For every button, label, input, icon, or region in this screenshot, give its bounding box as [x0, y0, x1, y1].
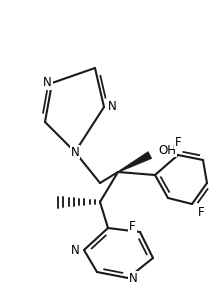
Text: N: N	[129, 271, 137, 285]
Text: N: N	[108, 100, 117, 113]
Text: N: N	[71, 244, 80, 257]
Text: OH: OH	[158, 143, 176, 157]
Text: F: F	[198, 206, 205, 219]
Text: N: N	[43, 77, 52, 89]
Polygon shape	[118, 151, 152, 173]
Text: N: N	[71, 146, 79, 159]
Text: F: F	[175, 135, 181, 148]
Text: F: F	[129, 219, 136, 233]
